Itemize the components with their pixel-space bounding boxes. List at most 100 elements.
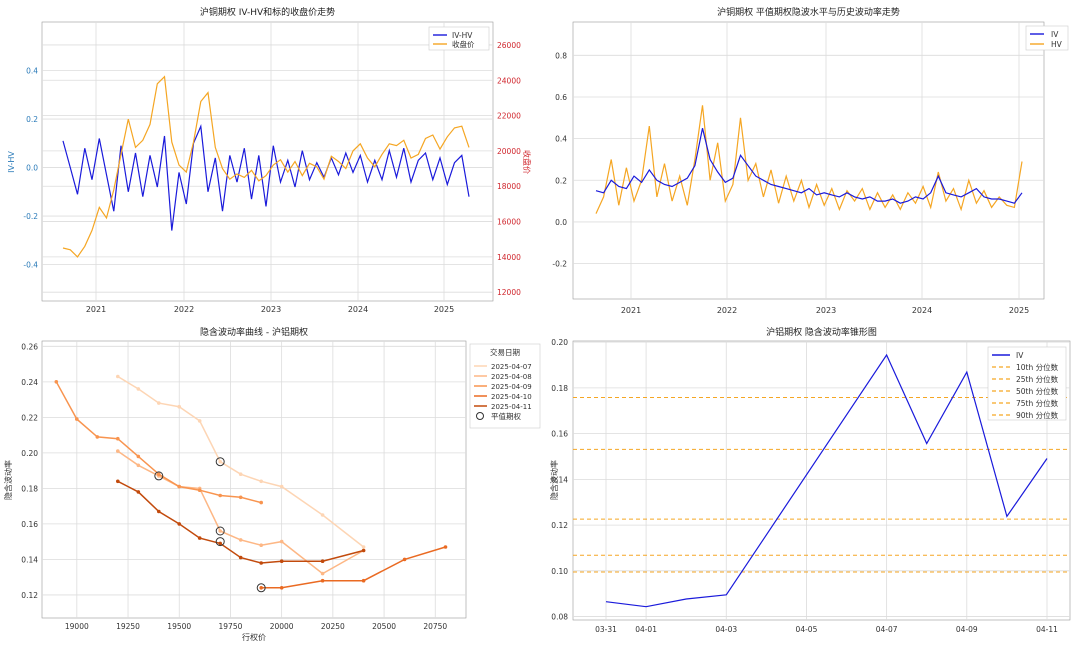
plot-area: [41, 21, 494, 302]
x-tick-label: 04-09: [956, 625, 978, 634]
y-tick-label: 0.14: [21, 555, 38, 564]
smile-point: [259, 561, 264, 565]
x-tick-label: 19500: [167, 622, 191, 631]
legend-label: IV-HV: [452, 31, 473, 40]
x-tick-label: 2024: [912, 306, 932, 315]
y-tick-label: 0.18: [551, 384, 568, 393]
legend-label: 2025-04-10: [491, 393, 532, 401]
y2-axis-label: 收盘价: [522, 150, 532, 174]
panel-iv-smile: 19000 19250 19500 19750 20000 20250 20500 20750…: [3, 326, 541, 642]
x-tick-label: 20000: [270, 622, 294, 631]
smile-point: [116, 374, 120, 379]
series-line: [595, 128, 1023, 204]
y-axis-label: 隐含波动率: [549, 460, 559, 500]
smile-point: [218, 459, 222, 464]
smile-point: [279, 586, 284, 590]
smile-point: [320, 571, 325, 576]
smile-point: [402, 557, 407, 562]
legend-label: 2025-04-08: [491, 373, 532, 381]
atm-marker: [215, 457, 225, 467]
x-tick-label: 2023: [816, 306, 836, 315]
legend-label: HV: [1051, 40, 1063, 49]
smile-point: [279, 484, 284, 489]
smile-point: [361, 578, 366, 583]
x-tick-label: 19250: [116, 622, 140, 631]
y-tick-label: 0.22: [21, 413, 38, 422]
x-tick-label: 03-31: [595, 625, 617, 634]
smile-point: [136, 454, 141, 459]
chart-title: 沪铜期权 平值期权隐波水平与历史波动率走势: [717, 6, 900, 18]
panel-iv-cone: 03-31 04-01 04-03 04-05 04-07 04-09 04-11 0.08 0…: [549, 326, 1071, 634]
legend-label: 50th 分位数: [1016, 386, 1059, 396]
smile-point: [197, 488, 202, 493]
y-tick-label: 0.20: [21, 449, 38, 458]
chart-title: 沪铜期权 IV-HV和标的收盘价走势: [200, 6, 335, 18]
smile-point: [238, 538, 243, 542]
legend-label: 2025-04-07: [491, 363, 532, 371]
smile-point: [238, 472, 243, 477]
series-line: [595, 105, 1023, 214]
y-tick-label: 0.12: [21, 591, 38, 600]
legend-label: 2025-04-11: [491, 403, 532, 411]
panel-iv-hv-close: 2021 2022 2023 2024 2025 -0.4 -0.2 0.0 0.2 0.4 120…: [7, 6, 532, 314]
smile-point: [157, 401, 161, 405]
smile-point: [157, 509, 161, 514]
smile-point: [218, 541, 222, 546]
legend-label: 收盘价: [452, 39, 475, 49]
legend-label: 25th 分位数: [1016, 374, 1059, 384]
legend-atm-swatch: [476, 412, 484, 420]
smile-point: [218, 493, 222, 498]
y-axis-label: IV-HV: [7, 151, 16, 173]
y-tick-label: 0.12: [551, 521, 568, 530]
x-tick-label: 2023: [261, 305, 281, 314]
smile-point: [443, 545, 448, 549]
smile-point: [136, 463, 141, 468]
smile-point: [259, 543, 264, 547]
smile-point: [320, 578, 325, 583]
smile-point: [157, 472, 161, 477]
y-tick-label: -0.2: [23, 212, 38, 221]
y-tick-label: 0.8: [555, 51, 567, 60]
smile-point: [279, 539, 284, 544]
y-tick-label: 0.2: [26, 115, 38, 124]
x-tick-label: 19000: [65, 622, 89, 631]
y-tick-label: 0.08: [551, 613, 568, 622]
smile-point: [177, 484, 181, 489]
plot-area: [572, 21, 1045, 300]
y2-tick-label: 20000: [497, 147, 521, 156]
y-tick-label: 0.4: [26, 67, 38, 76]
x-tick-label: 2025: [1009, 306, 1029, 315]
y-tick-label: 0.20: [551, 338, 568, 347]
x-tick-label: 04-03: [715, 625, 737, 634]
y-tick-label: 0.16: [21, 520, 38, 529]
y-tick-label: 0.0: [555, 218, 567, 227]
y2-tick-label: 18000: [497, 182, 521, 191]
y-tick-label: 0.26: [21, 342, 38, 351]
atm-marker: [154, 471, 164, 481]
y2-tick-label: 14000: [497, 253, 521, 262]
y-tick-label: -0.2: [552, 260, 567, 269]
legend-label: 10th 分位数: [1016, 362, 1059, 372]
smile-point: [136, 490, 141, 494]
x-tick-label: 04-11: [1036, 625, 1058, 634]
atm-marker: [215, 526, 225, 536]
y-tick-label: 0.16: [551, 430, 568, 439]
smile-point: [218, 529, 222, 533]
x-tick-label: 20500: [372, 622, 396, 631]
x-tick-label: 19750: [219, 622, 243, 631]
legend-label: 平值期权: [491, 411, 521, 421]
smile-line: [261, 546, 446, 589]
legend-title: 交易日期: [490, 347, 520, 357]
iv-line: [605, 353, 1048, 608]
y2-tick-label: 24000: [497, 76, 521, 85]
y-tick-label: 0.18: [21, 484, 38, 493]
smile-point: [238, 495, 243, 500]
smile-point: [320, 559, 325, 563]
smile-point: [116, 449, 120, 453]
y2-tick-label: 12000: [497, 288, 521, 297]
smile-point: [177, 522, 181, 526]
smile-point: [320, 513, 325, 517]
atm-marker: [256, 583, 266, 593]
x-tick-label: 2021: [86, 305, 106, 314]
